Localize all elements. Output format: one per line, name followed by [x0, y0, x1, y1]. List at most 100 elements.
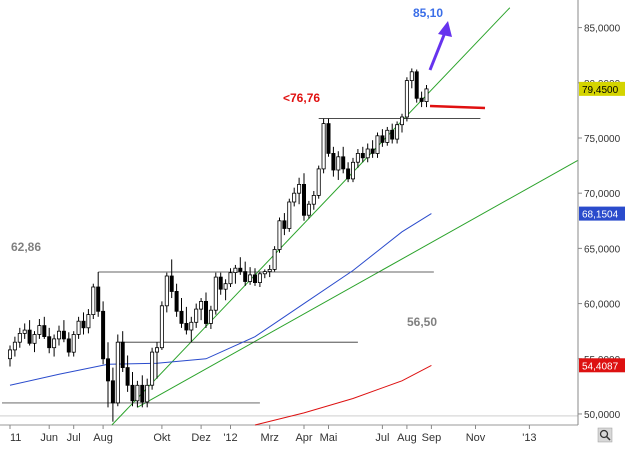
- candle-body: [228, 272, 233, 285]
- candle-body: [360, 152, 365, 159]
- candle: [277, 217, 282, 253]
- x-tick-label: Jul: [375, 432, 389, 444]
- candle-body: [243, 271, 248, 282]
- candle: [419, 91, 424, 108]
- candle: [424, 85, 429, 108]
- candle-body: [57, 330, 62, 340]
- candle: [135, 380, 140, 408]
- candle: [106, 342, 111, 408]
- candle: [331, 146, 336, 177]
- candle: [375, 132, 380, 158]
- candle: [316, 165, 321, 199]
- candle: [145, 378, 150, 408]
- candle-body: [292, 192, 297, 203]
- ma-blue-tag: 68,1504: [582, 210, 619, 221]
- candle-body: [419, 97, 424, 102]
- x-tick-label: Mrz: [261, 432, 279, 444]
- x-tick-label: 11: [10, 432, 21, 444]
- candle: [238, 257, 243, 275]
- x-tick-label: Jun: [40, 432, 58, 444]
- candle-body: [27, 329, 32, 344]
- candle-body: [262, 271, 267, 275]
- moving-averages: [9, 213, 432, 426]
- candle-body: [414, 71, 419, 99]
- candle: [272, 246, 277, 272]
- candle-body: [257, 273, 262, 283]
- candle-body: [326, 123, 331, 154]
- candle-body: [213, 276, 218, 311]
- y-tick-label: 65,0000: [584, 244, 621, 255]
- candle-body: [311, 194, 316, 205]
- price-tags: 79,4500 68,1504 54,4087: [579, 81, 625, 373]
- candle-body: [248, 274, 253, 282]
- candle-body: [106, 358, 111, 382]
- candle-body: [316, 168, 321, 196]
- candle: [257, 271, 262, 288]
- candle-body: [66, 338, 71, 353]
- candle: [223, 279, 228, 301]
- candle: [208, 305, 213, 329]
- candle-body: [390, 129, 395, 140]
- candle: [52, 334, 57, 357]
- candle: [61, 320, 66, 343]
- last-price-tag: 79,4500: [582, 85, 619, 96]
- candle-body: [277, 220, 282, 250]
- candle-body: [42, 325, 47, 338]
- candle: [399, 113, 404, 133]
- candle: [385, 126, 390, 146]
- candle: [336, 151, 341, 180]
- candle-body: [130, 384, 135, 402]
- candle-body: [238, 267, 243, 272]
- candle: [233, 264, 238, 284]
- candle: [311, 190, 316, 210]
- candle: [326, 118, 331, 157]
- candle: [42, 316, 47, 339]
- candle-body: [208, 309, 213, 324]
- candle: [159, 301, 164, 350]
- y-tick-label: 70,0000: [584, 189, 621, 200]
- candle-body: [145, 384, 150, 403]
- candle-body: [125, 367, 130, 386]
- candle: [125, 355, 130, 392]
- candle-body: [120, 341, 125, 369]
- x-tick-label: Sep: [422, 432, 442, 444]
- candle-body: [159, 305, 164, 349]
- candle: [341, 146, 346, 174]
- x-tick-label: Mai: [320, 432, 338, 444]
- candle: [81, 312, 86, 335]
- candle-body: [404, 80, 409, 118]
- x-tick-label: Okt: [153, 432, 170, 444]
- candle-body: [370, 148, 375, 154]
- candle: [380, 129, 385, 147]
- candle: [243, 261, 248, 286]
- candle-body: [169, 275, 174, 292]
- candle: [154, 342, 159, 379]
- candle: [390, 123, 395, 144]
- candle-body: [346, 168, 351, 180]
- candle-body: [140, 384, 145, 403]
- candle: [360, 146, 365, 163]
- candle: [150, 347, 155, 390]
- candle-body: [17, 332, 22, 343]
- candle-body: [37, 325, 42, 335]
- candle-body: [355, 152, 360, 163]
- candle: [189, 316, 194, 343]
- candle: [91, 283, 96, 320]
- candle: [203, 292, 208, 328]
- candle-body: [96, 286, 101, 312]
- candle-body: [22, 329, 27, 334]
- candle-body: [32, 334, 37, 344]
- candle: [248, 267, 253, 285]
- candle: [86, 309, 91, 334]
- candle: [27, 320, 32, 346]
- candle-body: [385, 129, 390, 143]
- candle-body: [375, 135, 380, 154]
- zoom-icon[interactable]: [597, 427, 613, 443]
- candle: [346, 162, 351, 183]
- candle: [12, 336, 17, 357]
- x-tick-label: Aug: [397, 432, 417, 444]
- ma-red-tag-bg: [579, 358, 625, 373]
- y-tick-label: 50,0000: [584, 410, 621, 421]
- y-tick-label: 60,0000: [584, 300, 621, 311]
- y-tick-label: 85,0000: [584, 24, 621, 35]
